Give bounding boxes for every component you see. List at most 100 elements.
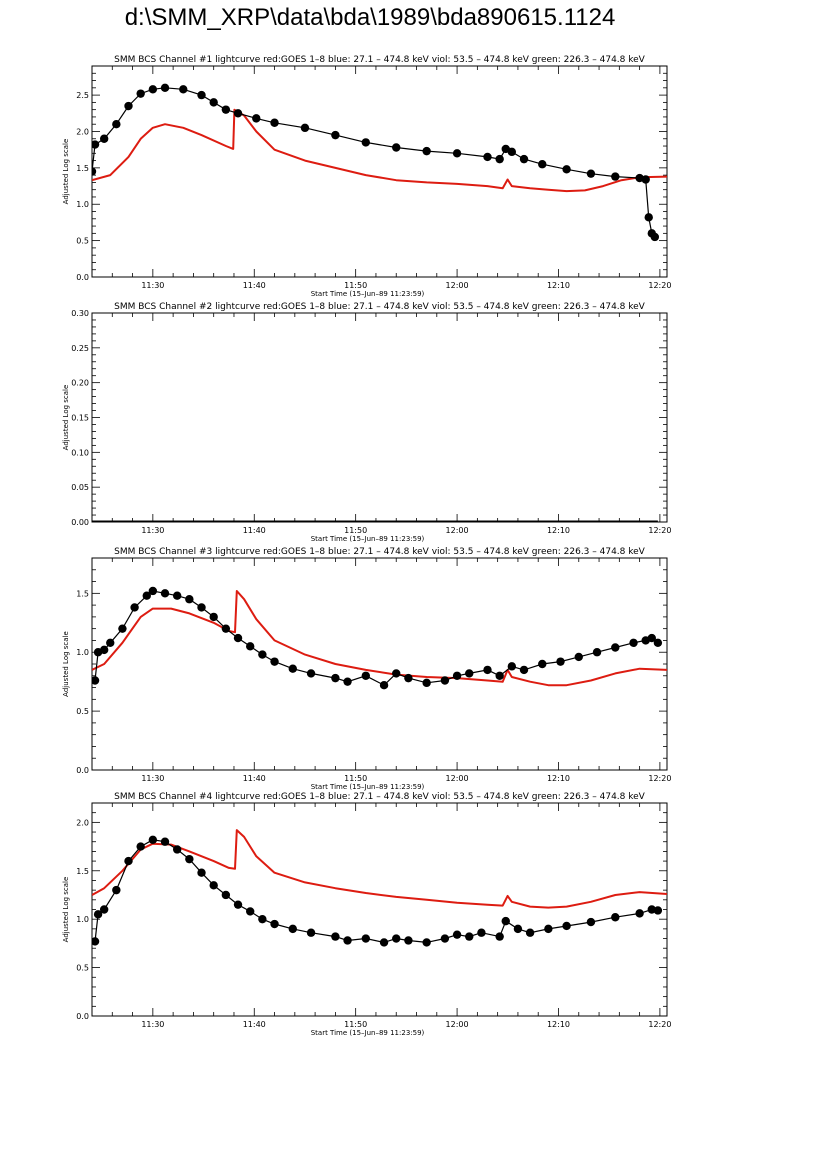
data-point <box>404 936 413 945</box>
data-point <box>185 854 194 864</box>
y-tick-label: 0.00 <box>71 518 89 527</box>
data-point <box>507 147 517 157</box>
data-point <box>306 928 316 937</box>
data-point <box>172 845 182 854</box>
y-axis-label: Adjusted Log scale <box>62 631 70 697</box>
chart-panel-3: SMM BCS Channel #3 lightcurve red:GOES 1… <box>62 547 671 791</box>
data-point <box>525 928 535 937</box>
chart-panel-2: SMM BCS Channel #2 lightcurve red:GOES 1… <box>62 302 671 543</box>
plot-area <box>92 586 667 690</box>
y-tick-label: 0.05 <box>71 483 89 492</box>
x-tick-label: 12:00 <box>446 526 469 535</box>
data-point <box>331 130 340 140</box>
x-axis-label: Start Time (15–Jun–89 11:23:59) <box>311 535 425 543</box>
x-tick-label: 11:30 <box>141 1020 164 1029</box>
data-point <box>209 881 218 890</box>
data-point <box>653 906 663 915</box>
data-point <box>209 98 218 107</box>
data-point <box>99 134 109 143</box>
data-point <box>422 938 431 947</box>
data-point <box>160 589 170 598</box>
data-point <box>361 934 371 943</box>
plot-area <box>92 83 667 242</box>
x-tick-label: 12:00 <box>446 281 469 290</box>
x-axis-label: Start Time (15–Jun–89 11:23:59) <box>311 290 425 298</box>
data-point <box>270 118 279 127</box>
data-point <box>586 917 596 927</box>
data-point <box>246 907 255 916</box>
data-point <box>92 167 97 176</box>
x-tick-label: 11:50 <box>344 526 367 535</box>
goes-curve <box>92 829 667 909</box>
y-tick-label: 0.5 <box>76 707 89 716</box>
data-trace <box>94 839 658 944</box>
data-point <box>185 595 194 604</box>
data-point <box>221 624 231 633</box>
y-tick-label: 1.5 <box>76 867 89 876</box>
x-tick-label: 11:40 <box>243 1020 266 1029</box>
data-point <box>562 921 571 931</box>
data-point <box>306 669 316 678</box>
data-point <box>124 101 133 111</box>
data-point <box>258 914 267 924</box>
data-point <box>148 85 158 94</box>
chart-panel-4: SMM BCS Channel #4 lightcurve red:GOES 1… <box>62 792 671 1037</box>
data-point <box>130 603 139 612</box>
data-point <box>233 900 243 909</box>
data-point <box>562 165 571 174</box>
data-point <box>221 105 231 114</box>
data-point <box>452 930 462 939</box>
y-tick-label: 0.30 <box>71 309 89 318</box>
chart-title: SMM BCS Channel #4 lightcurve red:GOES 1… <box>114 792 646 802</box>
y-axis-label: Adjusted Log scale <box>62 385 70 451</box>
data-point <box>501 916 510 926</box>
data-point <box>641 175 650 184</box>
data-point <box>252 114 261 123</box>
data-point <box>556 657 565 666</box>
data-point <box>538 659 547 669</box>
x-tick-label: 11:40 <box>243 774 266 783</box>
data-point <box>258 650 267 659</box>
data-point <box>197 90 206 100</box>
y-tick-label: 0.20 <box>71 379 89 388</box>
data-point <box>136 842 145 851</box>
y-tick-label: 1.0 <box>76 200 89 209</box>
data-point <box>629 638 638 647</box>
data-point <box>148 586 158 596</box>
y-tick-label: 1.0 <box>76 915 89 924</box>
data-point <box>106 638 115 647</box>
data-point <box>513 924 523 934</box>
x-tick-label: 12:20 <box>648 526 671 535</box>
data-point <box>179 85 188 94</box>
plot-frame <box>91 557 668 771</box>
data-point <box>112 120 121 129</box>
y-tick-label: 2.0 <box>76 127 89 136</box>
y-tick-label: 2.0 <box>76 818 89 827</box>
data-point <box>644 213 653 222</box>
x-tick-label: 11:40 <box>243 281 266 290</box>
data-point <box>92 937 100 946</box>
data-point <box>404 673 413 683</box>
data-point <box>392 669 401 678</box>
data-point <box>331 673 340 683</box>
plot-frame <box>91 312 668 523</box>
x-tick-label: 12:00 <box>446 774 469 783</box>
data-point <box>124 856 133 866</box>
data-point <box>118 624 127 633</box>
data-point <box>300 123 310 133</box>
data-point <box>288 924 297 934</box>
y-tick-label: 0.0 <box>76 1012 89 1021</box>
data-point <box>331 932 340 941</box>
x-tick-label: 11:30 <box>141 526 164 535</box>
data-point <box>611 913 620 922</box>
data-point <box>343 677 352 686</box>
data-point <box>379 938 389 947</box>
page-title: d:\SMM_XRP\data\bda\1989\bda890615.1124 <box>124 4 616 31</box>
data-point <box>99 645 109 655</box>
data-point <box>246 642 255 651</box>
data-point <box>611 643 620 652</box>
x-tick-label: 12:20 <box>648 281 671 290</box>
data-point <box>92 676 100 685</box>
x-tick-label: 12:10 <box>547 1020 570 1029</box>
data-point <box>465 669 474 678</box>
